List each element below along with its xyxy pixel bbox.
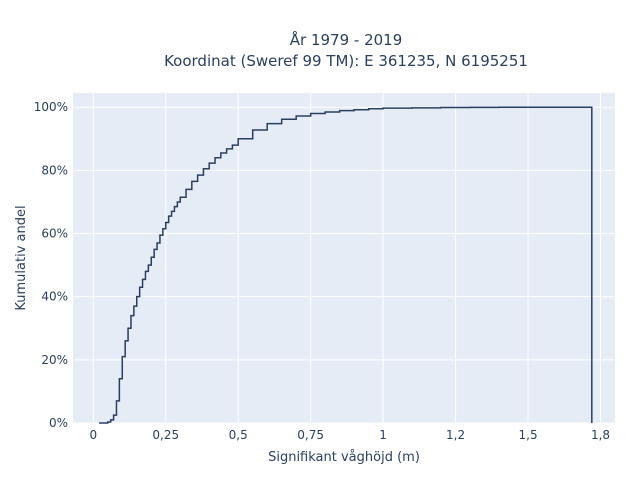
x-tick-labels: 0 0,25 0,5 0,75 1 1,2 1,5 1,8 — [89, 428, 610, 442]
plot-area — [73, 93, 615, 423]
cdf-step-line — [99, 106, 593, 424]
y-axis-title: Kumulativ andel — [14, 205, 29, 310]
y-tick-label: 20% — [41, 353, 68, 367]
chart-title-line2: Koordinat (Sweref 99 TM): E 361235, N 61… — [164, 52, 528, 70]
y-tick-label: 0% — [49, 416, 68, 430]
y-tick-label: 40% — [41, 290, 68, 304]
y-tick-label: 100% — [34, 100, 68, 114]
x-axis-title: Signifikant våghöjd (m) — [268, 450, 420, 465]
x-tick-label: 0,5 — [229, 428, 248, 442]
y-tick-label: 60% — [41, 227, 68, 241]
x-tick-label: 0,75 — [297, 428, 324, 442]
x-tick-label: 0 — [89, 428, 97, 442]
x-tick-label: 1 — [379, 428, 387, 442]
x-tick-label: 1,5 — [519, 428, 538, 442]
y-tick-label: 80% — [41, 163, 68, 177]
x-tick-label: 0,25 — [152, 428, 179, 442]
y-tick-labels: 0% 20% 40% 60% 80% 100% — [34, 100, 68, 430]
x-tick-label: 1,2 — [446, 428, 465, 442]
chart-title-line1: År 1979 - 2019 — [290, 30, 403, 49]
series-layer — [99, 106, 593, 424]
x-tick-label: 1,8 — [591, 428, 610, 442]
